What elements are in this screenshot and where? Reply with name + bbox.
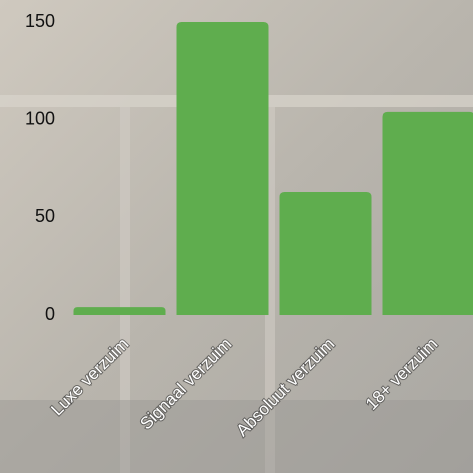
y-tick-label: 100 xyxy=(25,108,55,128)
bar xyxy=(176,22,269,315)
ground xyxy=(0,400,473,473)
y-tick-label: 0 xyxy=(45,304,55,324)
bar xyxy=(73,307,166,315)
y-tick-label: 150 xyxy=(25,11,55,31)
y-tick-label: 50 xyxy=(35,206,55,226)
bar xyxy=(382,111,473,315)
bar xyxy=(279,191,372,315)
window-frame xyxy=(120,107,130,473)
window-frame xyxy=(265,107,275,473)
